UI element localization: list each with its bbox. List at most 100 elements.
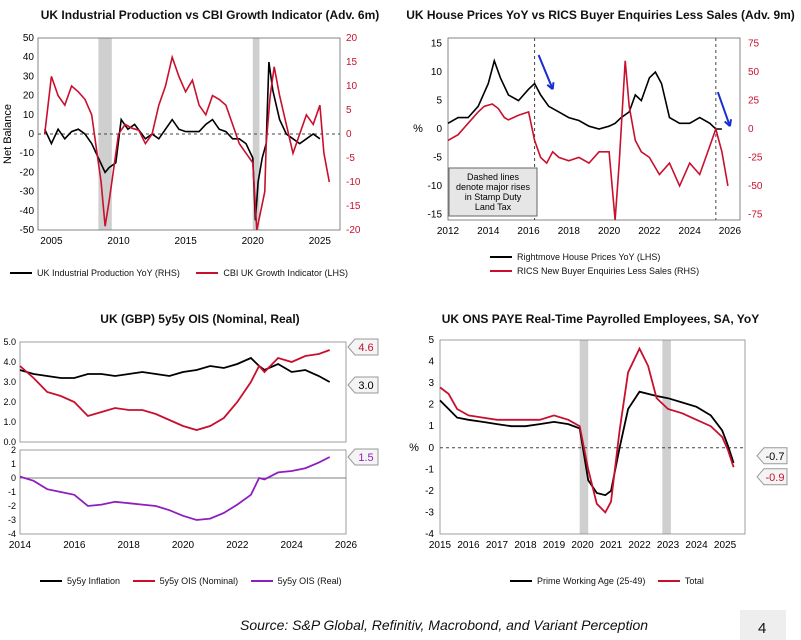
y-tick-label-right: 75 — [748, 39, 760, 50]
legend-item: 5y5y Inflation — [40, 576, 120, 586]
y-tick-label-left: -20 — [20, 167, 35, 178]
x-tick-label: 2024 — [679, 226, 702, 237]
y-axis-label: % — [413, 123, 423, 135]
y-tick-label-left: 30 — [23, 71, 35, 82]
end-label-nominal: 4.6 — [347, 338, 379, 356]
series-line — [439, 346, 735, 514]
shaded-period — [662, 340, 671, 534]
x-tick-label: 2018 — [118, 540, 141, 551]
plot-frame — [447, 37, 741, 221]
x-tick-label: 2019 — [543, 540, 566, 551]
y-tick-label-right: 25 — [748, 96, 760, 107]
y-tick-label: 0 — [428, 443, 434, 454]
y-tick-label-left: 40 — [23, 52, 35, 63]
y-tick-label: 5.0 — [3, 337, 16, 347]
chart-legend: 5y5y Inflation 5y5y OIS (Nominal) 5y5y O… — [40, 574, 342, 590]
x-tick-label: 2020 — [172, 540, 195, 551]
plot-frame-top — [19, 341, 347, 443]
callout-label: -0.9 — [766, 472, 785, 484]
y-tick-label: -2 — [8, 501, 16, 511]
annotation-box — [448, 167, 538, 217]
chart-title: UK ONS PAYE Real-Time Payrolled Employee… — [441, 312, 760, 326]
y-tick-label-left: 10 — [23, 110, 35, 121]
x-tick-label: 2014 — [477, 226, 500, 237]
legend-item: 5y5y OIS (Nominal) — [132, 576, 238, 586]
y-tick-label-right: -10 — [346, 177, 361, 188]
y-tick-label: 4 — [428, 357, 434, 368]
x-tick-label: 2016 — [457, 540, 480, 551]
x-tick-label: 2022 — [638, 226, 661, 237]
arrow-shaft — [537, 54, 554, 90]
callout-box — [756, 468, 788, 486]
x-tick-label: 2014 — [9, 540, 32, 551]
series-line — [43, 54, 331, 231]
y-tick-label-right: -50 — [748, 181, 763, 192]
annotation-text: Dashed lines — [467, 172, 520, 182]
y-tick-label: 2 — [428, 400, 434, 411]
arrow-head — [724, 119, 733, 127]
chart-title: UK Industrial Production vs CBI Growth I… — [40, 8, 380, 22]
y-tick-label-right: 10 — [346, 81, 358, 92]
legend-item: Rightmove House Prices YoY (LHS) — [490, 252, 699, 262]
x-tick-label: 2026 — [719, 226, 742, 237]
y-tick-label: 2 — [11, 445, 16, 455]
y-tick-label-right: 5 — [346, 105, 352, 116]
callout-box — [347, 448, 379, 466]
series-line — [19, 356, 331, 383]
chart-legend: Prime Working Age (25-49) Total — [510, 574, 704, 590]
end-label-total: -0.9 — [756, 468, 788, 486]
y-tick-label-left: 0 — [28, 129, 34, 140]
y-tick-label: 1 — [11, 459, 16, 469]
annotation-text: in Stamp Duty — [465, 192, 522, 202]
x-tick-label: 2012 — [437, 226, 460, 237]
y-tick-label-right: 20 — [346, 33, 358, 44]
y-axis-label: Net Balance — [2, 104, 14, 164]
callout-label: 3.0 — [358, 380, 373, 392]
y-tick-label: -2 — [425, 486, 434, 497]
x-tick-label: 2015 — [429, 540, 452, 551]
x-tick-label: 2026 — [335, 540, 358, 551]
callout-label: -0.7 — [766, 451, 785, 463]
x-tick-label: 2018 — [514, 540, 537, 551]
x-tick-label: 2017 — [486, 540, 509, 551]
plot-frame-bottom — [19, 449, 347, 535]
x-tick-label: 2024 — [685, 540, 708, 551]
legend-item: 5y5y OIS (Real) — [250, 576, 342, 586]
y-tick-label: 1.0 — [3, 417, 16, 427]
y-tick-label-right: -75 — [748, 209, 763, 220]
y-tick-label-right: 50 — [748, 67, 760, 78]
x-tick-label: 2023 — [657, 540, 680, 551]
shaded-period — [579, 340, 589, 534]
arrow-shaft — [716, 91, 731, 127]
x-tick-label: 2025 — [714, 540, 737, 551]
y-tick-label-right: 15 — [346, 57, 358, 68]
y-tick-label-left: 10 — [431, 67, 443, 78]
y-tick-label-left: 5 — [436, 96, 442, 107]
legend-item: RICS New Buyer Enquiries Less Sales (RHS… — [490, 266, 699, 276]
end-label-prime: -0.7 — [756, 447, 788, 465]
series-line — [43, 61, 321, 221]
chart-panel-ois: UK (GBP) 5y5y OIS (Nominal, Real) 5.0 4.0… — [0, 312, 400, 602]
annotation-text: denote major rises — [456, 182, 531, 192]
legend-item: UK Industrial Production YoY (RHS) — [10, 268, 180, 278]
series-line — [19, 349, 331, 431]
y-tick-label-left: -15 — [428, 209, 443, 220]
y-tick-label-left: -10 — [20, 148, 35, 159]
x-tick-label: 2020 — [571, 540, 594, 551]
y-tick-label: -3 — [8, 515, 16, 525]
x-tick-label: 2016 — [517, 226, 540, 237]
x-tick-label: 2018 — [558, 226, 581, 237]
y-tick-label: -1 — [425, 464, 434, 475]
x-tick-label: 2021 — [600, 540, 623, 551]
arrow-head — [546, 82, 555, 90]
x-tick-label: 2025 — [309, 236, 332, 247]
y-tick-label: 1 — [428, 421, 434, 432]
end-label-inflation: 3.0 — [347, 376, 379, 394]
chart-panel-paye: UK ONS PAYE Real-Time Payrolled Employee… — [400, 312, 801, 602]
callout-label: 4.6 — [358, 342, 373, 354]
y-tick-label-right: -25 — [748, 152, 763, 163]
y-tick-label-left: 50 — [23, 33, 35, 44]
